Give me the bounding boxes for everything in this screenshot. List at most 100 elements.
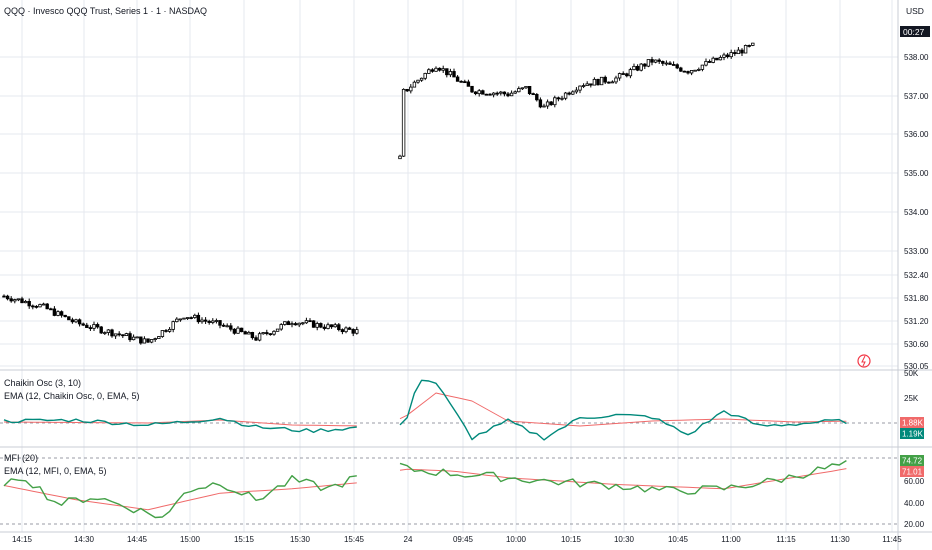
chaikin-value-badges: 1.88K 1.19K [900,417,924,439]
candle-body [23,301,28,304]
candle-body [333,324,337,328]
candle-body [182,317,186,320]
time-tick-label: 14:15 [12,535,33,544]
symbol-title: QQQ · Invesco QQQ Trust, Series 1 · 1 · … [4,6,207,16]
candle-body [448,71,453,76]
price-tick-label: 532.40 [904,271,929,280]
candle-body [340,329,345,333]
time-tick-label: 15:30 [290,535,311,544]
mfi-ema-badge-text: 71.01 [902,468,923,477]
chaikin-ema-title[interactable]: EMA (12, Chaikin Osc, 0, EMA, 5) [4,391,140,401]
candle-body [214,320,219,322]
candle-body [297,322,301,326]
candle-body [509,92,514,97]
time-axis[interactable]: 14:15 14:30 14:45 15:00 15:15 15:30 15:45 24 09:… [12,535,902,544]
candle-body [549,101,553,106]
mfi-badge [900,455,924,466]
candle-body [700,64,705,70]
alert-icon[interactable] [857,354,871,368]
candle-body [441,68,445,71]
candle-body [203,319,208,322]
mfi-badge-text: 74.72 [902,457,923,466]
time-tick-label: 14:30 [74,535,95,544]
candle-body [607,81,611,84]
candle-body [664,62,669,65]
candle-body [67,316,71,321]
candle-body [416,79,420,83]
candle-body [63,314,67,318]
mfi-ema-badge [900,466,924,477]
candle-body [41,303,46,306]
candle-body [45,303,49,310]
mfi-ema-title[interactable]: EMA (12, MFI, 0, EMA, 5) [4,466,107,476]
price-tick-label: 531.20 [904,317,929,326]
chaikin-tick-label: 50K [904,369,919,378]
candle-body [311,320,316,328]
candle-body [189,317,193,319]
candle-body [88,327,93,330]
candle-body [193,314,197,318]
candle-body [59,311,64,316]
price-axis[interactable]: 538.00 537.00 536.00 535.00 534.00 533.00 532.… [904,53,929,529]
countdown-badge [900,26,930,37]
currency-label[interactable]: USD [906,6,924,16]
price-tick-label: 534.00 [904,208,929,217]
candle-body [650,59,654,63]
candle-body [581,85,586,87]
chaikin-title[interactable]: Chaikin Osc (3, 10) [4,378,81,388]
candle-body [405,88,409,92]
candle-body [412,81,417,88]
candle-body [103,332,107,334]
candle-body [106,329,111,333]
candle-body [675,64,679,69]
candle-body [239,327,244,333]
candle-body [218,320,222,326]
candle-body [401,88,406,157]
candle-body [563,92,568,99]
candle-body [34,305,39,308]
time-tick-label: 11:15 [776,535,796,544]
candle-body [344,327,348,333]
candle-body [157,336,161,339]
candle-body [38,304,42,308]
mfi-title[interactable]: MFI (20) [4,453,38,463]
candle-body [268,333,273,336]
candle-body [207,320,211,323]
candle-body [146,338,150,343]
candle-body [92,324,96,329]
candle-body [639,63,643,71]
candle-body [470,85,474,93]
candle-body [27,301,31,307]
candle-body [556,97,561,100]
candle-body [13,299,17,302]
candle-body [603,76,607,83]
mfi-value-badges: 74.72 71.01 [900,455,924,477]
candle-body [668,62,672,65]
candle-body [301,322,305,325]
candle-body [250,331,255,339]
candle-body [279,324,283,330]
candle-body [722,54,726,58]
candle-body [283,321,287,325]
candle-body [74,319,78,323]
candle-body [293,323,298,326]
candle-body [520,87,525,90]
mfi-pane [0,457,898,525]
candle-body [243,331,247,335]
time-tick-label: 24 [404,535,413,544]
candle-body [585,83,589,86]
time-tick-label: 10:15 [561,535,582,544]
candle-body [614,77,618,83]
candle-body [430,69,435,72]
candle-body [459,80,463,83]
candle-body [707,61,712,63]
candle-body [621,73,625,75]
candle-body [704,61,708,66]
candle-body [124,333,129,336]
candle-body [617,73,622,79]
candle-body [175,318,179,323]
candle-body [196,314,201,323]
candle-body [70,319,75,323]
candle-body [409,86,413,92]
